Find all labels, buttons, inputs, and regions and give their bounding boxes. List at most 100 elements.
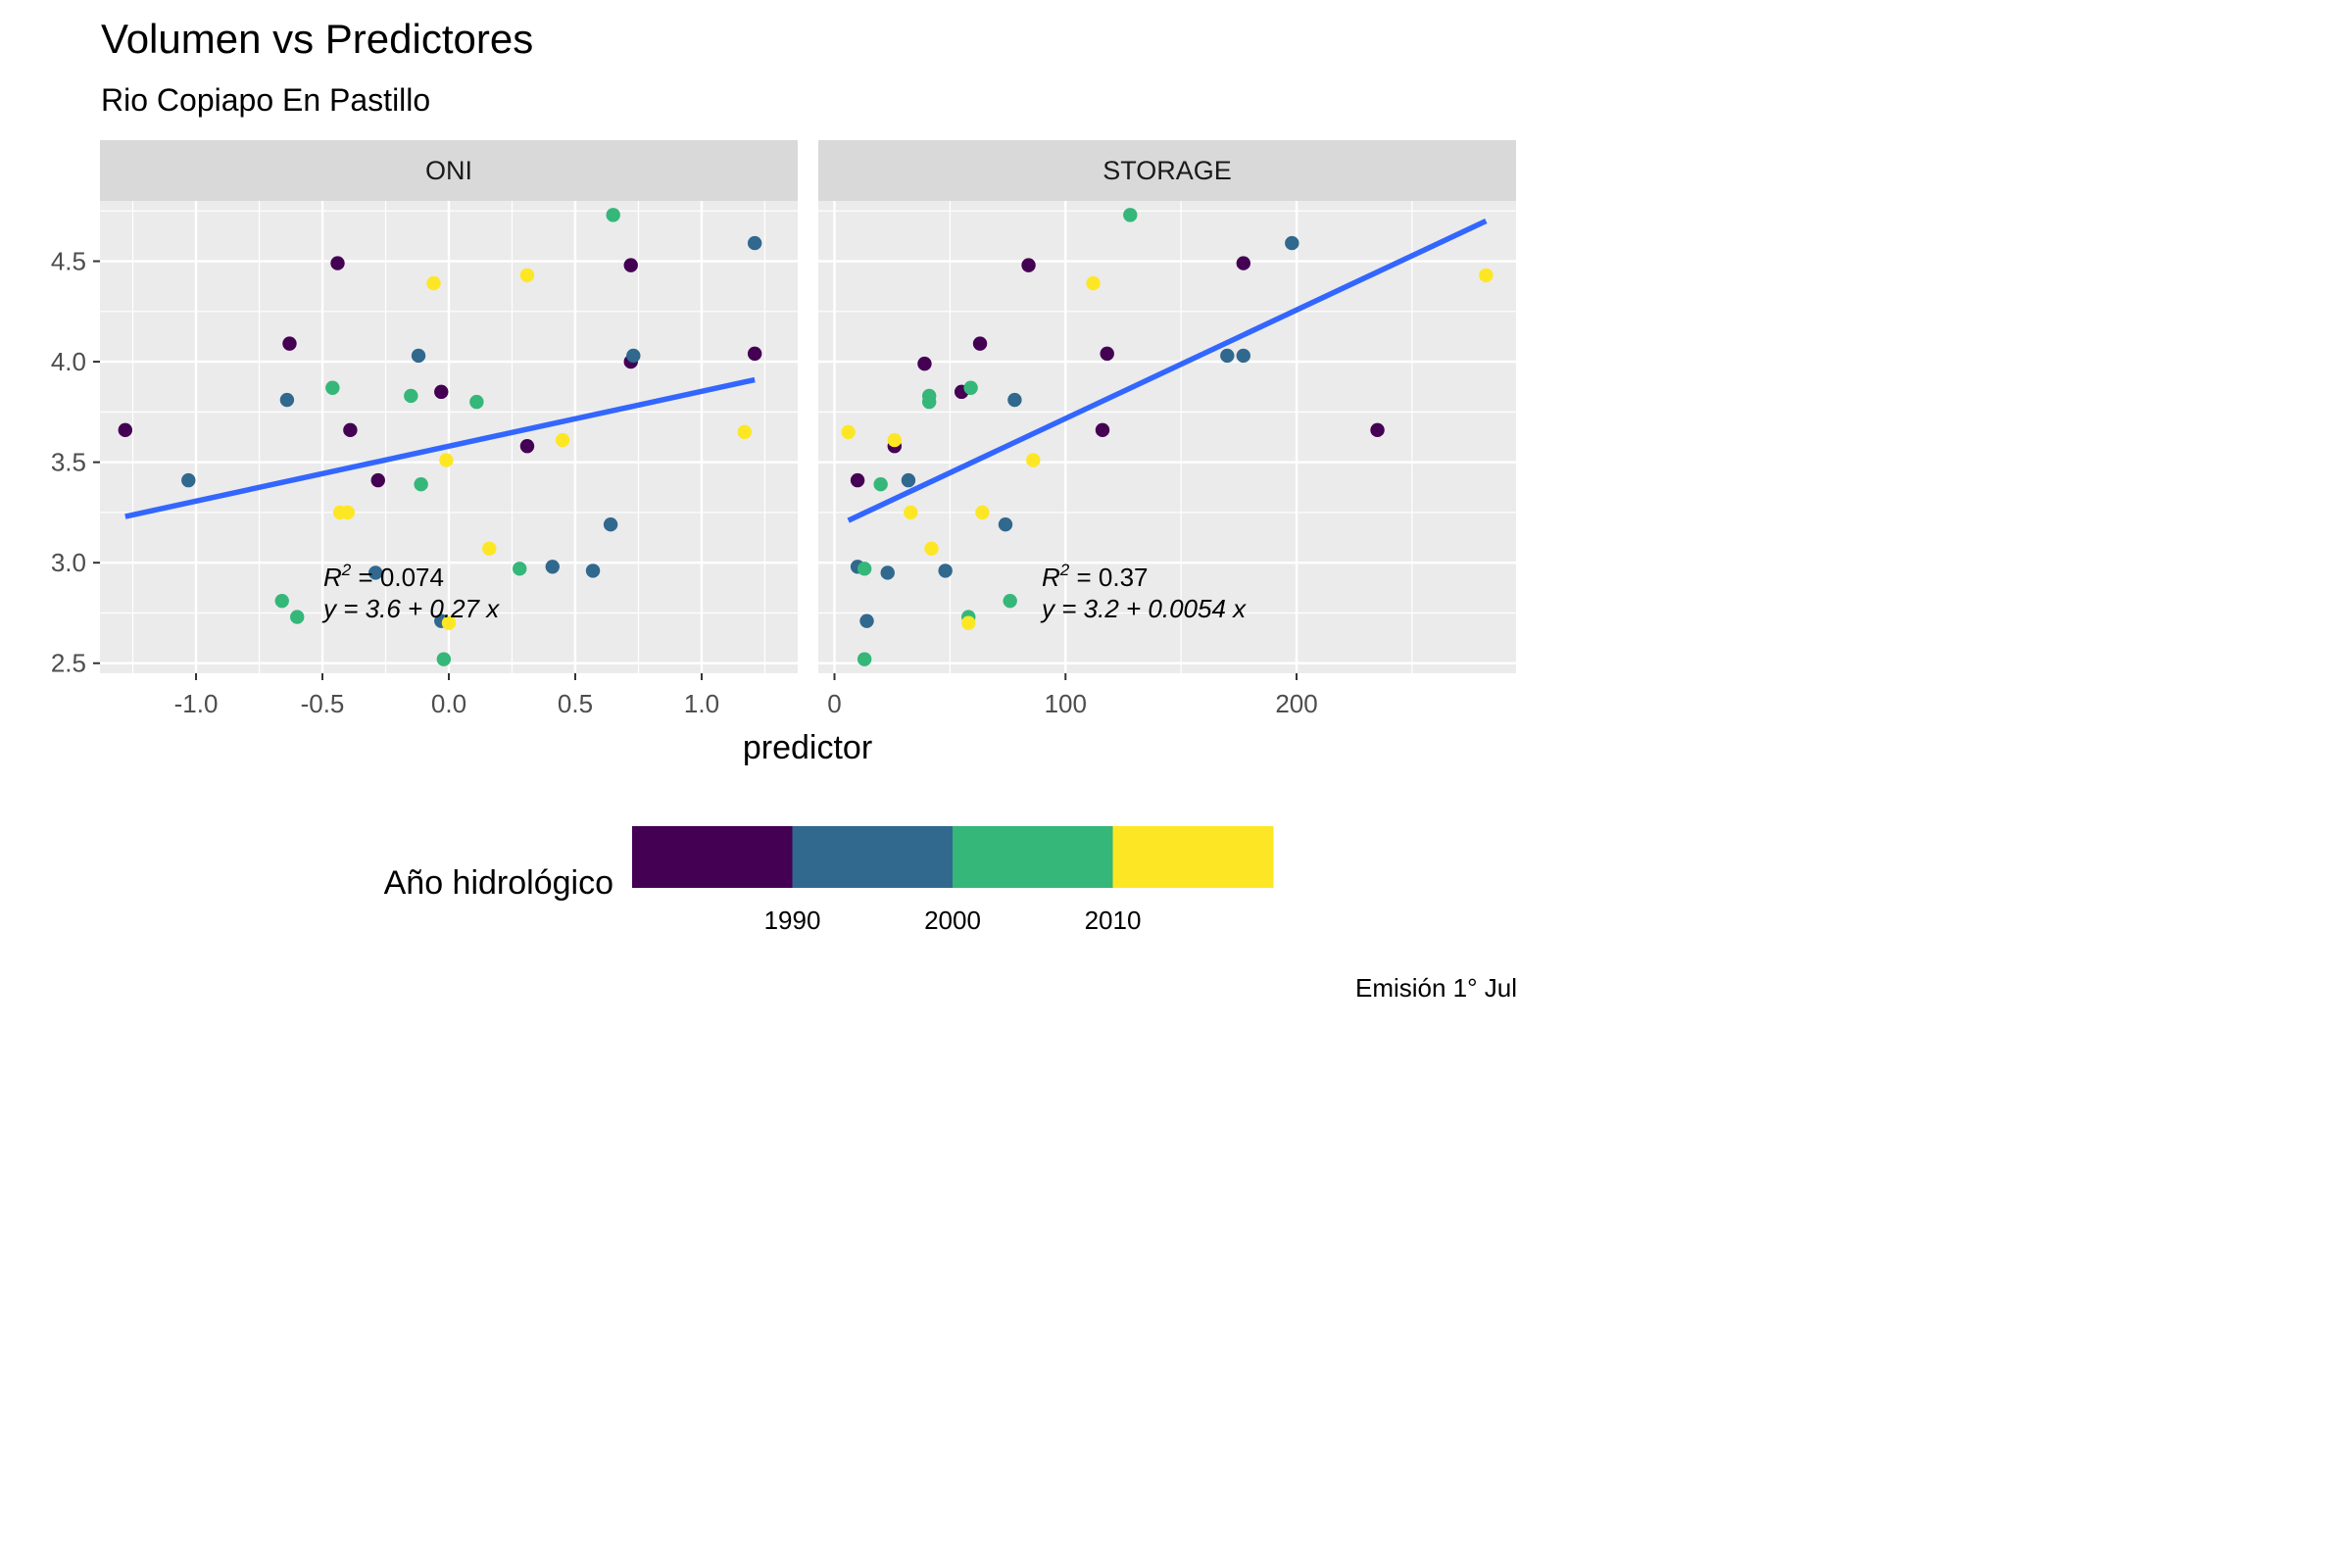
- facet-strip-label: STORAGE: [1102, 156, 1232, 185]
- data-point: [606, 208, 620, 222]
- data-point: [513, 562, 527, 576]
- data-point: [404, 388, 418, 404]
- data-point: [290, 610, 305, 624]
- data-point: [1285, 235, 1299, 251]
- legend-title: Año hidrológico: [384, 864, 613, 902]
- data-point: [924, 541, 939, 557]
- x-axis-title: predictor: [743, 729, 872, 766]
- panel-background: [818, 201, 1516, 673]
- data-point: [603, 517, 618, 532]
- facet-strip-label: ONI: [425, 156, 472, 185]
- data-point: [747, 346, 762, 362]
- data-point: [917, 356, 932, 371]
- legend-color-segment: [632, 826, 793, 888]
- data-point: [469, 394, 484, 410]
- x-tick-label: 1.0: [684, 689, 719, 718]
- r-squared-label: R2 = 0.074: [323, 561, 444, 592]
- data-point: [555, 432, 570, 448]
- data-point: [887, 432, 903, 448]
- legend-colorbar: [632, 826, 1274, 888]
- data-point: [441, 615, 457, 630]
- data-point: [325, 380, 340, 395]
- data-point: [519, 439, 535, 454]
- r-squared-label: R2 = 0.37: [1042, 561, 1148, 592]
- chart-subtitle: Rio Copiapo En Pastillo: [101, 82, 430, 118]
- r-squared-symbol: R: [323, 563, 342, 592]
- data-point: [545, 560, 560, 574]
- regression-equation: y = 3.6 + 0.27 x: [321, 594, 500, 623]
- data-point: [938, 564, 953, 578]
- data-point: [857, 652, 872, 666]
- legend-tick-label: 2000: [924, 906, 981, 935]
- data-point: [747, 235, 762, 251]
- caption: Emisión 1° Jul: [1355, 973, 1517, 1003]
- data-point: [921, 394, 937, 410]
- data-point: [1026, 453, 1041, 467]
- legend-tick-label: 2010: [1085, 906, 1142, 935]
- data-point: [623, 258, 638, 272]
- data-point: [274, 593, 289, 609]
- r-squared-value: = 0.074: [351, 563, 444, 592]
- data-point: [330, 256, 345, 270]
- facet-strip: [818, 140, 1516, 201]
- data-point: [998, 517, 1013, 532]
- data-point: [972, 336, 988, 351]
- panel-storage: STORAGE 0 100 200 R2 = 0.37y = 3.2 + 0.0054 …: [818, 140, 1516, 718]
- data-point: [737, 424, 753, 440]
- data-point: [118, 422, 132, 438]
- data-point: [901, 472, 916, 488]
- data-point: [411, 348, 426, 364]
- regression-equation: y = 3.2 + 0.0054 x: [1040, 594, 1247, 623]
- y-tick-label: 3.5: [51, 448, 86, 477]
- data-point: [414, 477, 428, 492]
- data-point: [880, 565, 895, 580]
- facet-strip: [100, 140, 798, 201]
- data-point: [904, 505, 918, 520]
- data-point: [181, 472, 196, 488]
- data-point: [859, 613, 874, 628]
- data-point: [368, 565, 383, 580]
- color-legend: Año hidrológico 1990 2000 2010: [384, 826, 1274, 935]
- data-point: [1086, 275, 1101, 291]
- legend-tick-label: 1990: [764, 906, 821, 935]
- x-tick-label: 100: [1045, 689, 1087, 718]
- x-tick-label: 0.5: [558, 689, 593, 718]
- data-point: [1236, 348, 1251, 364]
- x-tick-label: -0.5: [301, 689, 345, 718]
- legend-color-segment: [792, 826, 954, 888]
- data-point: [1021, 258, 1036, 272]
- chart: Volumen vs Predictores Rio Copiapo En Pa…: [51, 16, 1517, 1003]
- data-point: [1236, 256, 1251, 270]
- r-squared-value: = 0.37: [1069, 563, 1148, 592]
- data-point: [1220, 348, 1235, 364]
- data-point: [482, 541, 497, 557]
- chart-title: Volumen vs Predictores: [101, 16, 533, 62]
- r-squared-superscript: 2: [341, 561, 352, 579]
- data-point: [873, 477, 888, 492]
- data-point: [279, 392, 295, 408]
- y-tick-label: 4.0: [51, 347, 86, 376]
- x-tick-label: 0.0: [431, 689, 466, 718]
- data-point: [343, 422, 358, 438]
- legend-color-segment: [953, 826, 1113, 888]
- data-point: [975, 505, 990, 520]
- data-point: [370, 472, 385, 488]
- r-squared-superscript: 2: [1059, 561, 1070, 579]
- data-point: [439, 453, 454, 467]
- data-point: [1095, 422, 1110, 438]
- data-point: [426, 275, 441, 291]
- data-point: [1100, 346, 1114, 362]
- data-point: [1007, 392, 1022, 408]
- data-point: [626, 348, 641, 364]
- data-point: [1123, 208, 1138, 222]
- data-point: [282, 336, 297, 351]
- data-point: [841, 424, 856, 440]
- data-point: [436, 652, 452, 666]
- x-tick-label: -1.0: [174, 689, 219, 718]
- y-tick-label: 3.0: [51, 548, 86, 577]
- data-point: [519, 268, 535, 283]
- legend-tick-labels: 1990 2000 2010: [764, 906, 1142, 935]
- x-tick-label: 200: [1275, 689, 1317, 718]
